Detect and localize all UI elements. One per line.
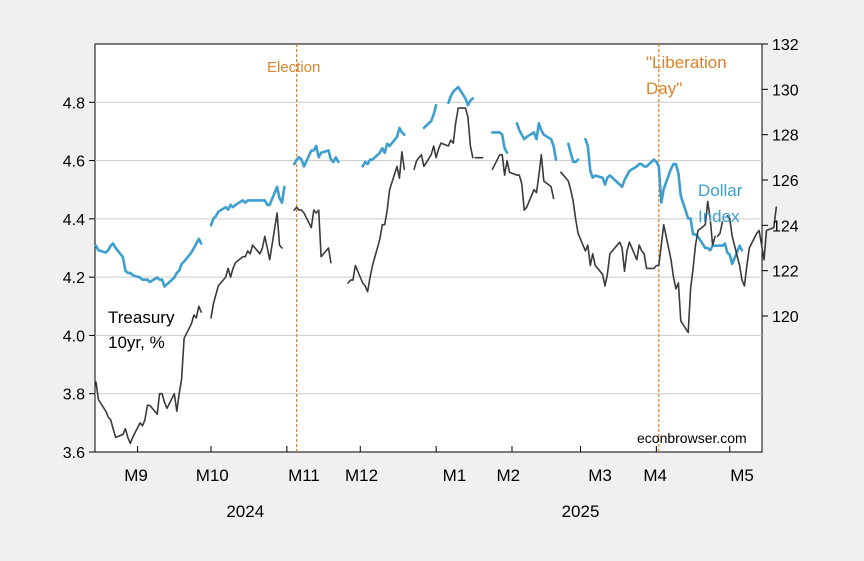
x-axis-month-label: M12 xyxy=(345,466,378,485)
liberation-day-annotation-line1: "Liberation xyxy=(646,53,727,72)
treasury-10yr-line xyxy=(413,107,474,171)
dollar-index-line xyxy=(566,142,580,164)
dollar-index-line xyxy=(292,144,340,168)
grid xyxy=(95,101,762,395)
x-axis-month-label: M4 xyxy=(643,466,667,485)
x-axis-year-label: 2024 xyxy=(226,502,264,521)
x-axis-month-label: M2 xyxy=(497,466,521,485)
treasury-10yr-line xyxy=(95,305,202,445)
x-axis-month-label: M5 xyxy=(730,466,754,485)
dollar-index-line xyxy=(491,131,509,155)
axes: 3.6 3.8 4.0 4.2 4.4 4.6 4.8 120 122 124 126 128 130 1… xyxy=(63,37,799,521)
x-axis-year-label: 2025 xyxy=(562,502,600,521)
x-axis-month-label: M10 xyxy=(196,466,229,485)
election-annotation: Election xyxy=(267,59,320,76)
dollar-index-line xyxy=(447,85,475,107)
treasury-10yr-line xyxy=(347,151,406,293)
left-axis-tick-label: 4.4 xyxy=(63,212,85,229)
right-axis-tick-label: 120 xyxy=(772,309,799,326)
x-axis-month-label: M9 xyxy=(124,466,148,485)
series xyxy=(94,85,778,445)
treasury-10yr-line xyxy=(210,212,283,319)
left-axis-tick-label: 4.6 xyxy=(63,154,85,171)
dollar-index-line xyxy=(584,137,744,266)
treasury-label-line2: 10yr, % xyxy=(108,333,165,352)
dollar-index-label-line2: Index xyxy=(698,207,740,226)
treasury-10yr-line xyxy=(293,206,332,264)
x-axis-month-label: M3 xyxy=(588,466,612,485)
left-axis-tick-label: 4.2 xyxy=(63,270,85,287)
right-axis-tick-label: 122 xyxy=(772,264,799,281)
dollar-index-line xyxy=(94,237,203,288)
right-axis-tick-label: 126 xyxy=(772,173,799,190)
event-lines xyxy=(296,44,660,452)
left-axis-tick-label: 4.0 xyxy=(63,328,85,345)
dollar-index-line xyxy=(209,185,286,227)
left-axis-tick-label: 3.6 xyxy=(63,445,85,462)
treasury-10yr-line xyxy=(560,171,716,334)
plot-area xyxy=(94,43,763,453)
dollar-index-line xyxy=(422,103,438,130)
treasury-10yr-line xyxy=(491,153,555,211)
watermark: econbrowser.com xyxy=(637,430,747,446)
liberation-day-annotation-line2: Day" xyxy=(646,79,682,98)
right-axis-tick-label: 130 xyxy=(772,82,799,99)
dollar-index-line xyxy=(361,126,406,168)
treasury-10yr-line xyxy=(716,221,724,238)
x-axis-month-label: M11 xyxy=(288,466,320,485)
treasury-10yr-line xyxy=(726,206,778,287)
dollar-index-line xyxy=(515,122,558,161)
treasury-label-line1: Treasury xyxy=(108,308,175,327)
right-axis-tick-label: 128 xyxy=(772,128,799,145)
left-axis-tick-label: 3.8 xyxy=(63,387,85,404)
right-axis-tick-label: 124 xyxy=(772,218,799,235)
x-axis-month-label: M1 xyxy=(443,466,467,485)
right-axis-tick-label: 132 xyxy=(772,37,799,54)
dollar-index-label-line1: Dollar xyxy=(698,181,743,200)
left-axis-tick-label: 4.8 xyxy=(63,95,85,112)
